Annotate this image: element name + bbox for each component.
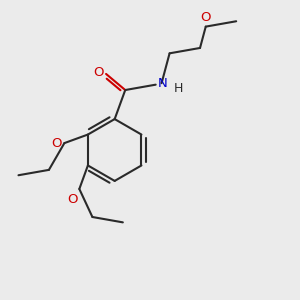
Text: H: H: [174, 82, 183, 95]
Text: O: O: [52, 136, 62, 150]
Text: N: N: [158, 77, 168, 90]
Text: O: O: [200, 11, 211, 24]
Text: O: O: [93, 66, 104, 79]
Text: O: O: [68, 193, 78, 206]
